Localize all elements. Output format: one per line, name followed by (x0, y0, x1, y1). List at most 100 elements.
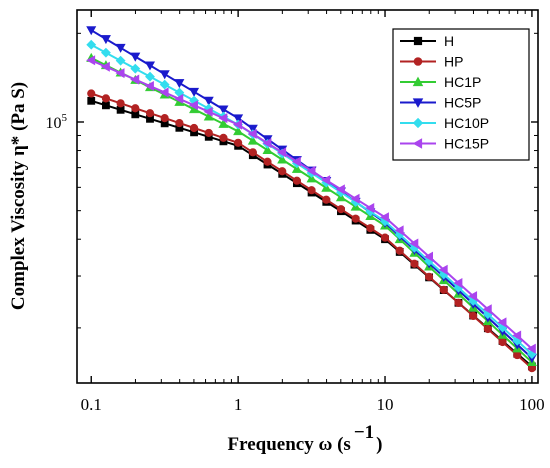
series-layer (86, 26, 537, 373)
data-point (366, 224, 375, 233)
x-tick-label: 100 (519, 395, 545, 414)
data-point (439, 285, 448, 294)
y-tick-base: 10 (46, 115, 62, 132)
x-tick-label: 0.1 (81, 395, 102, 414)
data-point (306, 173, 317, 183)
data-point (306, 165, 316, 176)
data-point (350, 193, 360, 204)
data-point (130, 74, 140, 85)
legend-label: HC5P (444, 95, 481, 111)
data-point (203, 96, 214, 106)
data-point (189, 87, 200, 97)
data-point (101, 94, 111, 103)
legend-marker (412, 76, 424, 87)
data-point (497, 317, 507, 328)
data-point (86, 55, 96, 66)
data-point (219, 133, 228, 142)
data-point (453, 277, 463, 288)
data-point (263, 157, 272, 166)
legend-marker (412, 117, 424, 129)
data-point (233, 126, 244, 136)
data-point (87, 89, 96, 98)
x-tick-label: 1 (234, 395, 243, 414)
plot-frame (76, 9, 539, 384)
x-axis-title-main: Frequency ω (s (228, 434, 351, 455)
data-point (130, 63, 141, 74)
data-point (233, 114, 244, 124)
x-tick-label: 10 (377, 395, 394, 414)
data-point (395, 246, 404, 255)
data-point (438, 264, 448, 275)
data-point (247, 135, 258, 145)
data-point (159, 87, 169, 98)
legend-label: HP (444, 54, 463, 70)
legend-label: HC10P (444, 115, 489, 131)
legend-item-hp: HP (400, 54, 463, 70)
data-point (247, 124, 258, 134)
data-point (159, 79, 170, 90)
legend-item-hc5p: HC5P (400, 95, 481, 111)
data-point (365, 202, 375, 213)
data-point (233, 119, 243, 130)
data-point (100, 35, 111, 45)
data-point (262, 145, 273, 155)
legend-marker (412, 138, 423, 149)
data-point (100, 61, 110, 72)
data-point (469, 311, 478, 321)
data-point (454, 298, 463, 307)
data-point (482, 304, 492, 315)
data-point (145, 109, 155, 118)
data-point (351, 214, 360, 223)
data-point (247, 128, 257, 139)
data-point (262, 138, 272, 149)
data-point (468, 291, 478, 302)
data-point (512, 330, 522, 341)
legend-item-h: H (400, 33, 454, 49)
data-point (292, 176, 301, 185)
data-point (498, 337, 507, 347)
data-point (425, 272, 434, 281)
data-point (526, 343, 536, 354)
data-point (277, 147, 287, 158)
data-point (189, 123, 199, 133)
legend-marker (413, 57, 423, 66)
data-point (160, 114, 169, 123)
y-tick-exponent: 5 (62, 112, 68, 124)
data-point (218, 118, 229, 128)
x-axis-title-close: ) (376, 434, 382, 455)
data-point (248, 148, 257, 157)
data-point (204, 128, 213, 138)
legend-label: H (444, 33, 454, 49)
y-axis-title: Complex Viscosity η* (Pa S) (8, 82, 29, 310)
data-point (115, 68, 125, 79)
legend-label: HC1P (444, 74, 481, 90)
legend: H HP HC1P HC5P HC10P HC15P (392, 28, 530, 161)
data-point (335, 184, 345, 195)
data-point (336, 205, 346, 214)
data-point (291, 156, 301, 167)
data-point (203, 106, 213, 117)
data-point (307, 186, 316, 195)
y-tick-label: 105 (46, 112, 68, 132)
data-point (410, 259, 419, 268)
legend-item-hc15p: HC15P (400, 136, 489, 152)
data-point (175, 118, 184, 128)
data-point (483, 324, 492, 334)
legend-label: HC15P (444, 136, 489, 152)
legend-box (392, 28, 530, 161)
data-point (86, 26, 97, 36)
data-point (277, 154, 288, 164)
data-point (115, 43, 126, 53)
data-point (513, 351, 522, 360)
data-point (322, 195, 331, 204)
data-point (101, 47, 111, 58)
legend-marker (412, 98, 424, 108)
legend-marker (413, 36, 423, 46)
data-point (87, 96, 96, 105)
legend-item-hc1p: HC1P (400, 74, 481, 90)
data-point (423, 251, 433, 262)
data-point (144, 61, 156, 71)
data-point (188, 100, 198, 111)
data-point (174, 93, 184, 104)
